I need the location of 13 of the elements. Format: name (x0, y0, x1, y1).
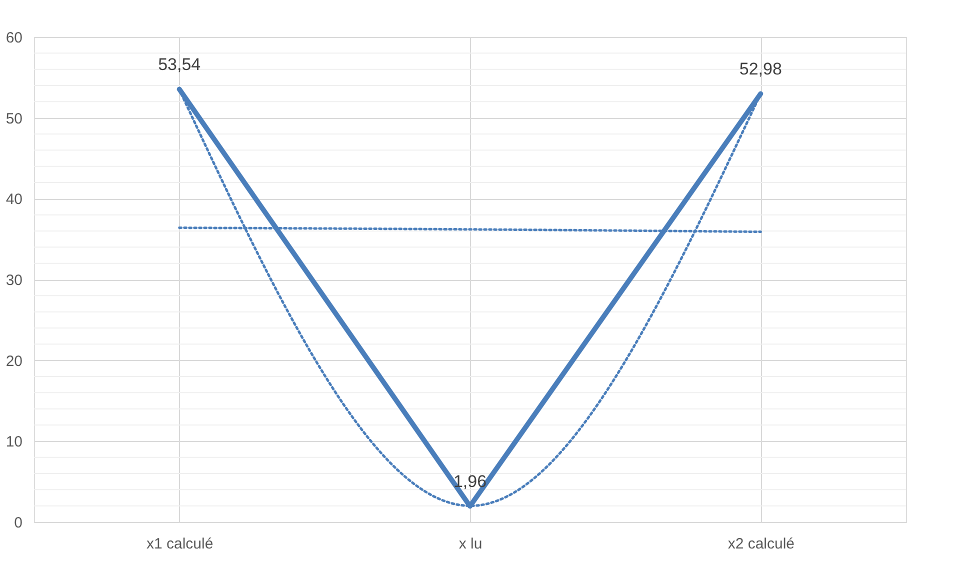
y-tick-label: 0 (14, 514, 22, 532)
data-label: 52,98 (739, 60, 782, 79)
data-label: 53,54 (158, 55, 201, 74)
x-tick-label: x1 calculé (146, 536, 214, 552)
y-tick-label: 40 (6, 191, 22, 208)
y-tick-label: 50 (6, 110, 22, 128)
y-tick-label: 10 (6, 434, 22, 451)
y-tick-label: 60 (6, 30, 22, 46)
y-tick-label: 30 (6, 272, 22, 289)
x-tick-label: x2 calculé (728, 536, 795, 552)
data-label: 1,96 (453, 472, 487, 492)
x-tick-label: x lu (458, 536, 482, 552)
y-tick-label: 20 (6, 352, 22, 370)
